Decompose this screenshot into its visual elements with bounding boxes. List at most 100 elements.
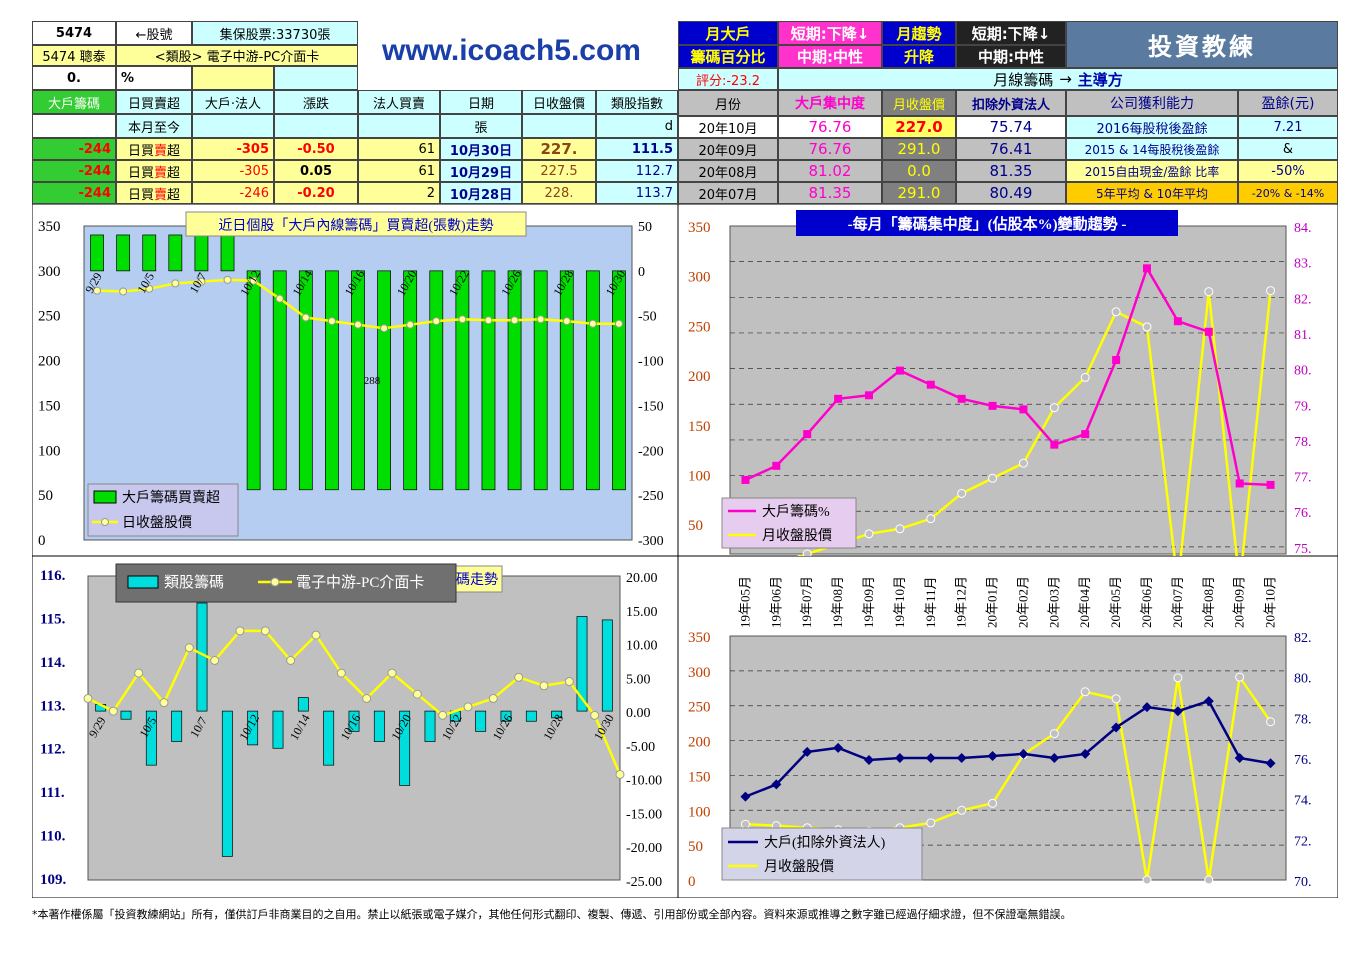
- chart3-right-tick: 5.00: [626, 672, 651, 687]
- chart3-bar: [525, 710, 537, 722]
- row1-legal: -305: [192, 160, 274, 182]
- chart3-line-point: [514, 672, 524, 682]
- chart3-bar: [171, 710, 183, 742]
- chart4-price-point: [1266, 717, 1276, 727]
- chart1-price-point: [432, 317, 441, 326]
- chart3-bar: [373, 710, 385, 742]
- chart4-x-tick: 20年09月: [1232, 576, 1247, 628]
- chart4-left-tick: 250: [688, 700, 711, 716]
- chart4-ex-point: [802, 746, 813, 757]
- chart4-ex-point: [1049, 753, 1060, 763]
- chart2-left-tick: 300: [688, 270, 711, 286]
- row2-label: 日買賣超: [116, 182, 192, 204]
- chart2-price-point: [1266, 286, 1276, 296]
- th-change: 漲跌: [274, 90, 358, 114]
- chart4-right-tick: 80.: [1294, 672, 1312, 687]
- chart2-left-tick: 200: [688, 369, 711, 385]
- profit-v1: &: [1238, 138, 1338, 160]
- chart3-bar: [576, 616, 588, 712]
- chart3-legend-bar-swatch: [127, 575, 159, 589]
- chart1-bar: [481, 270, 496, 491]
- chart2-conc-point: [1081, 430, 1090, 439]
- row1-label-a: 日買: [127, 165, 154, 181]
- row1-date: 10月29日: [440, 160, 522, 182]
- chart2-conc-point: [1204, 327, 1213, 336]
- up-down: 升降: [882, 45, 956, 68]
- chart2-right-tick: 77.: [1294, 471, 1312, 486]
- chart1-right-tick: -100: [638, 355, 664, 370]
- chart1-left-tick: 250: [38, 309, 61, 325]
- m2-conc: 81.02: [778, 160, 882, 182]
- chart2-conc-point: [772, 461, 781, 470]
- m3-month: 20年07月: [678, 182, 778, 204]
- chart2-legend-box: [721, 497, 857, 549]
- chart2-left-tick: 150: [688, 419, 711, 435]
- m0-conc: 76.76: [778, 116, 882, 138]
- chart1-bar: [507, 270, 522, 491]
- chart2-price-point: [988, 473, 998, 483]
- chart4-ex-point: [1018, 748, 1029, 759]
- chart4-x-tick: 19年12月: [954, 576, 969, 628]
- chart3-right-tick: -10.00: [626, 774, 662, 789]
- chart1-left-tick: 0: [38, 533, 46, 549]
- chart1-left-tick: 200: [38, 354, 61, 370]
- website[interactable]: www.icoach5.com: [382, 34, 641, 67]
- chart-daily-big-holder: 350 300 250 200 150 100 50 0 50 0 -50 -100 -150 -200 -…: [32, 204, 678, 556]
- row1-label-b: 賣: [153, 165, 167, 181]
- row2-inst: 2: [358, 182, 440, 204]
- mtd-blank: [32, 114, 116, 138]
- m1-ex: 76.41: [956, 138, 1066, 160]
- month-big: 月大戶: [678, 21, 778, 45]
- chart4-ex-point: [740, 791, 751, 802]
- chart4-ex-point: [1080, 748, 1091, 759]
- chart4-x-tick: 19年08月: [830, 576, 845, 628]
- chart2-right-tick: 75.: [1294, 542, 1312, 556]
- chart1-price-point: [380, 324, 389, 333]
- chart1-bar: [429, 270, 444, 491]
- chart1-price-point: [562, 317, 571, 326]
- chart4-ex-point: [894, 753, 905, 763]
- m3-close: 291.0: [882, 182, 956, 204]
- chart1-right-tick: -300: [638, 534, 664, 549]
- chart4-left-tick: 300: [688, 665, 711, 681]
- chart4-right-tick: 76.: [1294, 753, 1312, 768]
- chart4-x-tick: 20年01月: [985, 576, 1000, 628]
- chart1-left-tick: 150: [38, 398, 61, 414]
- chart1-bar: [612, 270, 626, 491]
- profit-v2: -50%: [1238, 160, 1338, 182]
- chart4-price-point: [1049, 729, 1059, 739]
- chart4-x-tick: 19年07月: [799, 576, 814, 628]
- stock-code-label: ←股號: [116, 21, 192, 45]
- chart1-price-point: [171, 279, 180, 288]
- row1-big: -244: [32, 160, 116, 182]
- chart2-price-point: [1204, 287, 1214, 297]
- stock-code: 5474: [32, 21, 116, 45]
- chart2-legend-price: 月收盤股價: [762, 527, 832, 544]
- chart2-legend-conc: 大戶籌碼%: [762, 504, 830, 520]
- m3-conc: 81.35: [778, 182, 882, 204]
- chart3-bar: [424, 710, 436, 742]
- chart2-right-tick: 78.: [1294, 435, 1312, 450]
- chart3-left-tick: 110.: [40, 829, 66, 845]
- chart3-right-tick: -20.00: [626, 841, 662, 856]
- chart1-left-tick: 50: [38, 488, 53, 504]
- mth-conc: 大戶集中度: [778, 90, 882, 116]
- chart2-conc-point: [1050, 440, 1059, 449]
- chart3-bar: [551, 710, 563, 719]
- chart4-x-tick: 20年06月: [1139, 576, 1154, 628]
- chart1-price-point: [406, 320, 415, 329]
- chart4-price-point: [1080, 687, 1090, 697]
- chart2-title-box: [796, 210, 1178, 236]
- chart3-bar: [500, 710, 512, 722]
- chart4-ex-point: [833, 742, 844, 753]
- profit-h1: 盈餘(元): [1238, 90, 1338, 116]
- chart2-conc-line: [744, 265, 1271, 487]
- chart4-price-point: [1111, 694, 1121, 704]
- mtd-unit: 張: [440, 114, 522, 138]
- row2-idx: 113.7: [596, 182, 678, 204]
- row1-close: 227.5: [522, 160, 596, 182]
- m2-close: 0.0: [882, 160, 956, 182]
- row2-close: 228.: [522, 182, 596, 204]
- chart3-legend-line: 電子中游-PC介面卡: [296, 574, 424, 591]
- chart4-price-point: [926, 818, 936, 828]
